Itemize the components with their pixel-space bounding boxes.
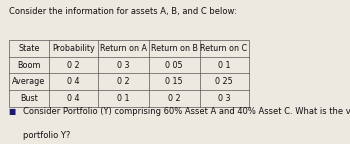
- Text: portfolio Y?: portfolio Y?: [23, 131, 70, 140]
- Text: 0 2: 0 2: [117, 77, 130, 86]
- Text: 0 4: 0 4: [67, 94, 80, 103]
- Text: Probability: Probability: [52, 44, 95, 53]
- Text: 0 25: 0 25: [215, 77, 233, 86]
- Text: 0 05: 0 05: [165, 61, 183, 70]
- Text: Return on B: Return on B: [150, 44, 198, 53]
- Text: Consider Portfolio (Y) comprising 60% Asset A and 40% Asset C. What is the varia: Consider Portfolio (Y) comprising 60% As…: [23, 107, 350, 115]
- Text: 0 3: 0 3: [218, 94, 230, 103]
- Bar: [9, 40, 248, 107]
- Text: 0 4: 0 4: [67, 77, 80, 86]
- Text: Boom: Boom: [17, 61, 41, 70]
- Text: 0 2: 0 2: [168, 94, 181, 103]
- Text: Return on C: Return on C: [201, 44, 247, 53]
- Text: Consider the information for assets A, B, and C below:: Consider the information for assets A, B…: [9, 7, 236, 16]
- Text: 0 1: 0 1: [218, 61, 230, 70]
- Text: 0 15: 0 15: [165, 77, 183, 86]
- Text: Bust: Bust: [20, 94, 38, 103]
- Text: Return on A: Return on A: [100, 44, 147, 53]
- Text: Average: Average: [12, 77, 46, 86]
- Text: ■: ■: [9, 107, 16, 115]
- Text: 0 2: 0 2: [67, 61, 80, 70]
- Text: 0 3: 0 3: [117, 61, 130, 70]
- Text: State: State: [18, 44, 40, 53]
- Text: 0 1: 0 1: [117, 94, 130, 103]
